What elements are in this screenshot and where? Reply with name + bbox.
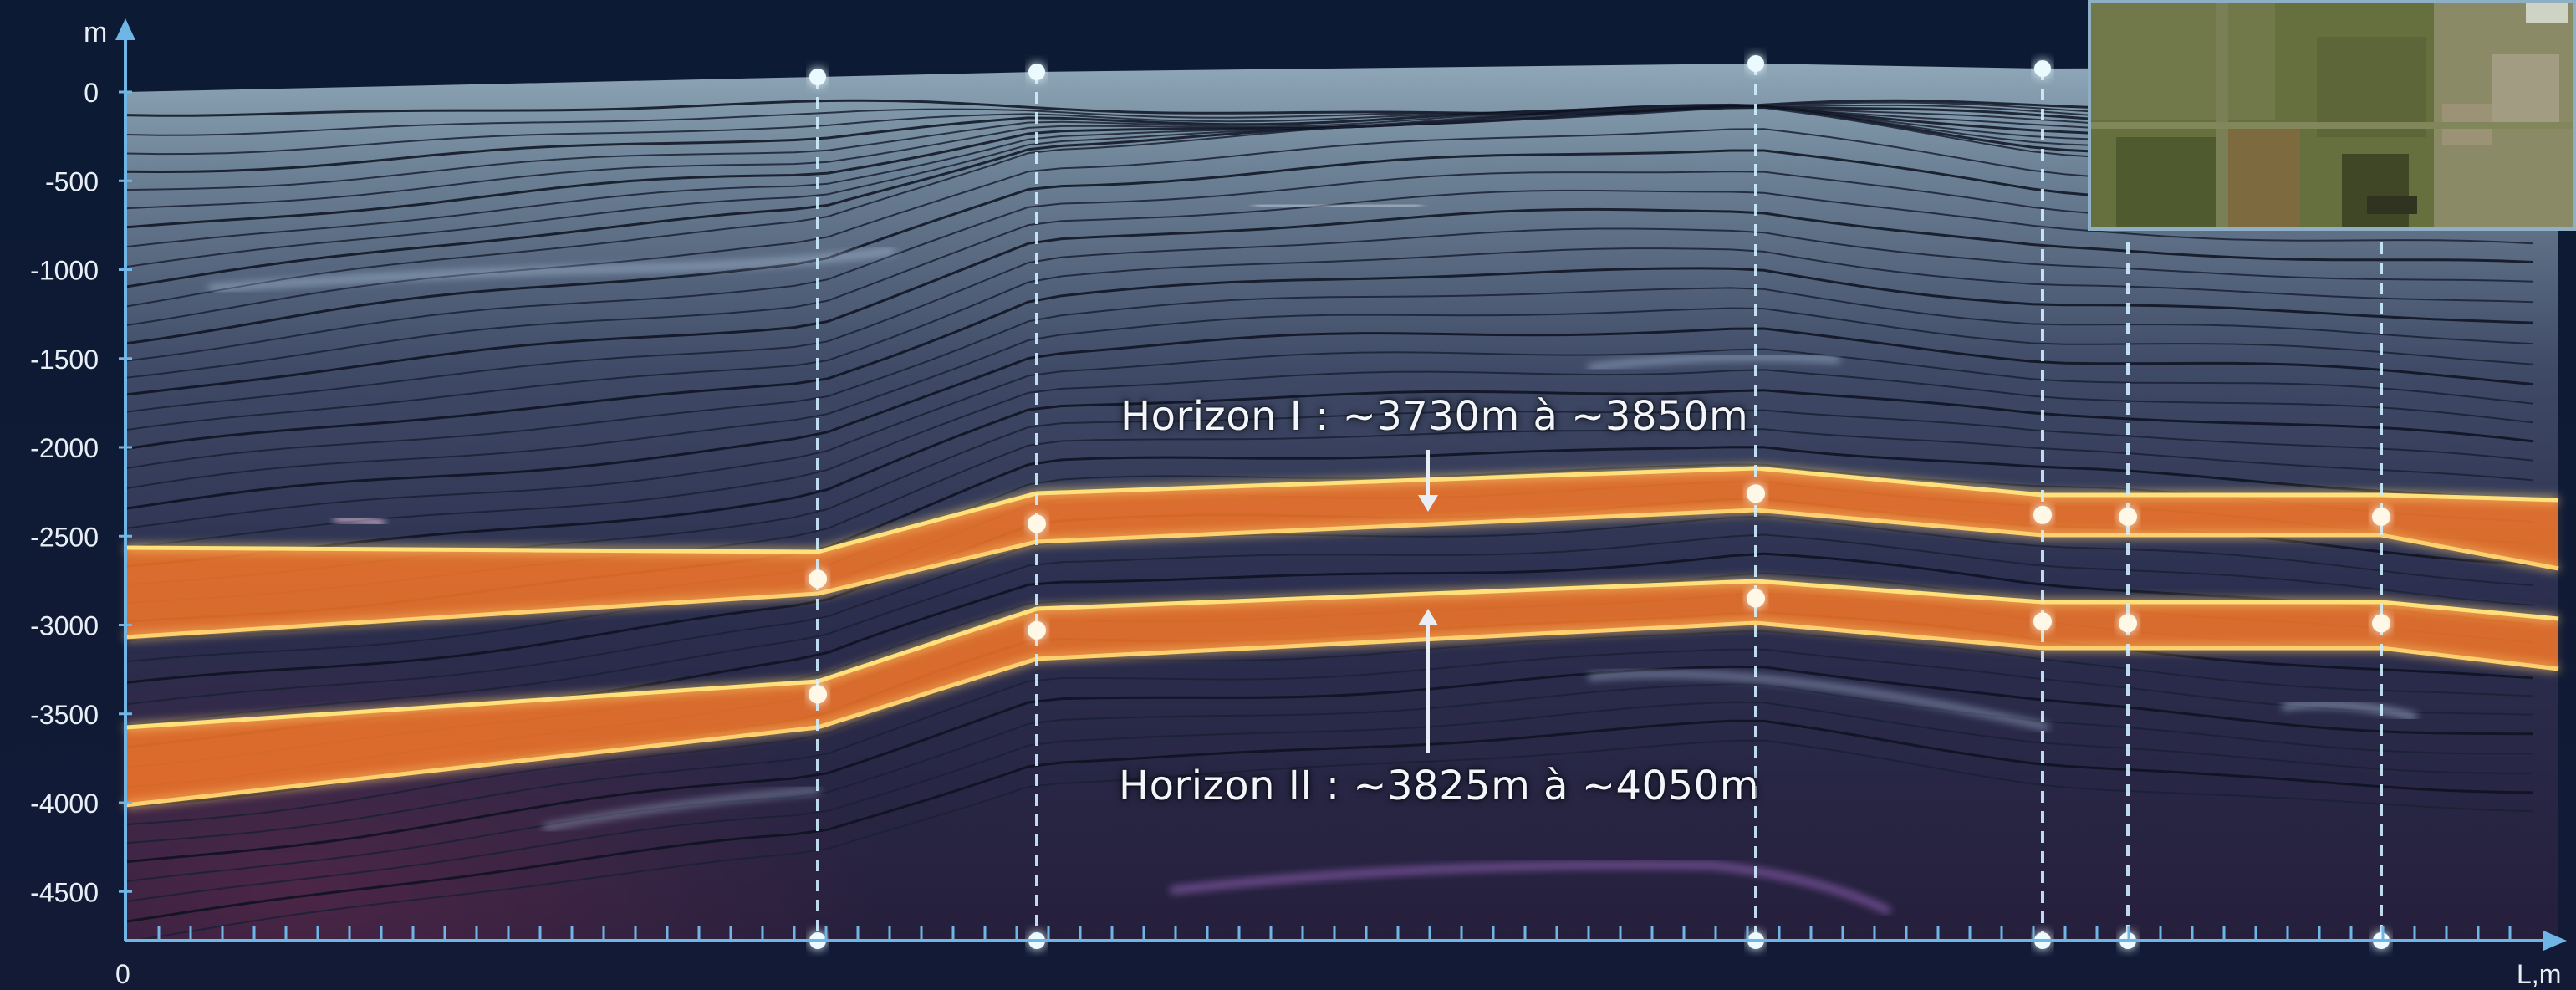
horizon-marker-dot [2119,507,2137,526]
horizon-marker-dot [2119,614,2137,633]
y-tick-label: -3000 [30,611,99,641]
horizon-marker-dot [1747,589,1765,608]
horizon-marker-dot [1747,484,1765,503]
y-tick-label: -2000 [30,433,99,463]
horizon-marker-dot [809,569,827,589]
map-inset[interactable] [2088,0,2576,231]
x-axis-ticks [157,926,2512,941]
horizon-marker-dot [2033,612,2052,631]
arrow-up-icon [1418,609,1438,625]
y-tick-label: -1500 [30,344,99,375]
horizon-2-band [125,579,2559,808]
horizon-marker-dot [2372,614,2390,633]
well-top-dot [1028,64,1045,80]
horizon-2-label: Horizon II : ~3825m à ~4050m [1119,763,1759,809]
y-axis-ticks: 0 -500 -1000 -1500 -2000 -2500 -3000 -3500 -4000… [30,78,132,907]
well-top-dot [2034,60,2051,77]
horizon-1-label: Horizon I : ~3730m à ~3850m [1120,393,1749,440]
well-w4 [2033,60,2052,949]
x-axis: 0 L,m [115,926,2567,989]
horizon-marker-dot [1028,620,1046,640]
horizon-1-band [125,466,2559,640]
satellite-map-image [2091,3,2573,227]
y-axis-unit: m [84,17,107,48]
horizon-marker-dot [2372,507,2390,526]
well-w2 [1028,64,1046,949]
y-tick-label: 0 [84,78,99,108]
reflection-glints [208,202,2417,915]
well-top-dot [809,69,826,85]
x-axis-unit: L,m [2517,959,2561,989]
y-tick-label: -500 [45,166,99,196]
y-axis: m 0 -500 -1000 -1500 -2000 -2500 -3000 -3500 -40… [30,17,135,941]
x-axis-arrow-icon [2543,931,2567,951]
annotation-arrows [1418,450,1438,753]
horizon-marker-dot [809,685,827,704]
horizon-marker-dot [2033,505,2052,524]
wells [809,55,2390,949]
well-top-dot [1747,55,1764,72]
y-tick-label: -2500 [30,522,99,552]
x-axis-origin-label: 0 [115,959,130,989]
y-tick-label: -4000 [30,788,99,819]
y-tick-label: -1000 [30,256,99,286]
y-tick-label: -3500 [30,700,99,730]
arrow-down-icon [1418,495,1438,512]
horizon-marker-dot [1028,514,1046,533]
y-tick-label: -4500 [30,877,99,907]
well-w6 [2372,242,2390,949]
y-axis-arrow-icon [115,18,135,40]
